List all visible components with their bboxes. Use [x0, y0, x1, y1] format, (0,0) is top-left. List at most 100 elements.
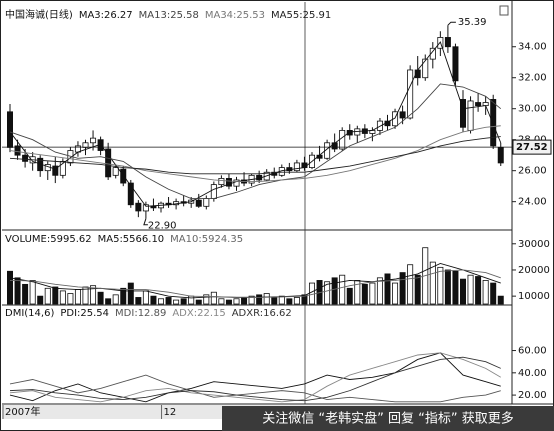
- volume-bar: [293, 297, 300, 305]
- volume-bar: [203, 294, 210, 305]
- legend-entry: ADX:22.15: [172, 308, 225, 319]
- candle-body: [233, 179, 240, 187]
- candle-body: [225, 178, 232, 187]
- candle-body: [195, 199, 202, 207]
- volume-bar: [497, 295, 504, 305]
- candle-body: [444, 37, 451, 48]
- indicator-line: [9, 83, 502, 200]
- volume-bar: [414, 274, 421, 305]
- volume-bar: [241, 297, 248, 305]
- volume-bar: [376, 277, 383, 305]
- price-label: 27.52: [516, 142, 548, 153]
- volume-bar: [210, 291, 217, 305]
- indicator-line: [9, 269, 501, 298]
- volume-bar: [369, 282, 376, 305]
- legend-entry: MA13:25.58: [139, 10, 199, 21]
- y-tick-label: 20.00: [518, 390, 547, 401]
- candle-body: [218, 178, 225, 186]
- candle-body: [497, 147, 504, 164]
- legend-entry: MA3:26.27: [79, 10, 133, 21]
- y-tick-label: 10000: [518, 291, 550, 302]
- candle-body: [346, 129, 353, 136]
- volume-bar: [97, 291, 104, 305]
- volume-bar: [90, 285, 97, 305]
- candle-body: [203, 198, 210, 207]
- legend-entry: MA5:5566.10: [98, 234, 165, 245]
- panel-title: 中国海诚(日线): [5, 8, 73, 21]
- price-box: [512, 139, 552, 155]
- volume-bar: [324, 281, 331, 305]
- volume-bar: [437, 266, 444, 305]
- volume-bar: [7, 270, 13, 305]
- volume-bar: [157, 298, 164, 305]
- annotation: 35.39: [458, 17, 487, 28]
- volume-bar: [150, 295, 157, 305]
- indicator-line: [9, 352, 501, 403]
- volume-bar: [248, 295, 255, 305]
- volume-bar: [225, 299, 232, 305]
- volume-bar: [44, 287, 51, 305]
- annotation-pointer: [447, 21, 456, 26]
- y-tick-label: 30000: [518, 239, 550, 250]
- volume-bar: [482, 280, 489, 305]
- candle-body: [376, 120, 383, 131]
- marks: 24.0026.0028.0030.0032.0034.00中国海诚(日线)MA…: [2, 8, 552, 419]
- volume-bar: [490, 282, 497, 305]
- watermark-bg: [222, 406, 554, 431]
- candle-body: [293, 162, 300, 172]
- volume-bar: [278, 295, 285, 305]
- volume-bar: [135, 297, 142, 305]
- candle-body: [422, 58, 429, 79]
- volume-bar: [120, 287, 127, 305]
- volume-bar: [407, 264, 414, 305]
- indicator-line: [9, 41, 502, 207]
- candle-body: [127, 182, 134, 206]
- volume-bar: [218, 298, 225, 305]
- panel-title: DMI(14,6): [5, 308, 54, 319]
- legend-entry: MDI:12.89: [115, 308, 166, 319]
- legend-entry: MA34:25.53: [205, 10, 265, 21]
- volume-bar: [67, 293, 74, 305]
- volume-bar: [286, 298, 293, 305]
- volume-bar: [429, 261, 436, 305]
- volume-bar: [346, 287, 353, 305]
- candle-body: [150, 205, 157, 209]
- indicator-line: [9, 374, 501, 403]
- candle-body: [467, 100, 474, 131]
- candle-body: [120, 168, 127, 184]
- candle-body: [392, 111, 399, 127]
- y-tick-label: 30.00: [518, 104, 547, 115]
- volume-bar: [173, 299, 180, 305]
- candle-body: [210, 184, 217, 199]
- indicator-line: [9, 125, 501, 182]
- indicator-line: [9, 136, 501, 175]
- candle-body: [22, 154, 29, 162]
- annotation-pointer: [143, 218, 148, 226]
- volume-bar: [399, 272, 406, 305]
- date-label: 2007年: [5, 405, 40, 418]
- volume-bar: [331, 277, 338, 305]
- candle-body: [7, 111, 13, 148]
- volume-bar: [271, 297, 278, 305]
- volume-bar: [165, 297, 172, 305]
- candle-body: [142, 204, 149, 212]
- legend-entry: MA10:5924.35: [170, 234, 243, 245]
- candle-body: [135, 202, 142, 212]
- candle-body: [59, 160, 66, 176]
- candle-body: [52, 165, 59, 176]
- candle-body: [399, 111, 406, 119]
- volume-bar: [59, 290, 66, 305]
- volume-bar: [263, 293, 270, 305]
- panel-title: VOLUME:5995.62: [5, 234, 92, 245]
- candle-body: [490, 99, 497, 147]
- volume-bar: [127, 282, 134, 305]
- date-label: 12: [164, 407, 177, 418]
- watermark: 关注微信 “老韩实盘” 回复 “指标” 获取更多: [262, 411, 513, 427]
- volume-bar: [444, 269, 451, 305]
- volume-bar: [361, 283, 368, 305]
- candle-body: [90, 137, 97, 144]
- candle-body: [112, 167, 119, 176]
- volume-bar: [301, 294, 308, 305]
